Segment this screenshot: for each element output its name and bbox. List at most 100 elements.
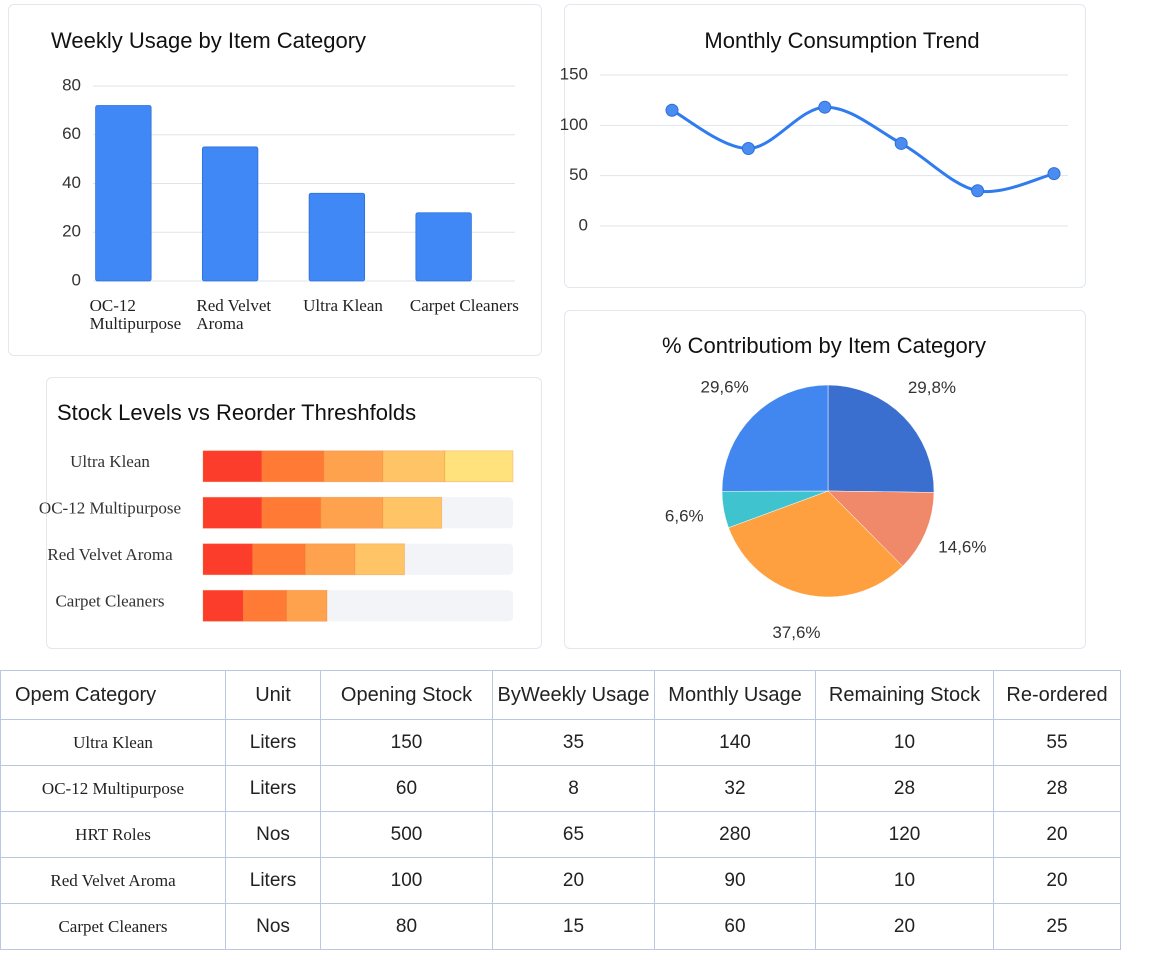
table-cell: Liters [225, 765, 321, 812]
bar-segment [261, 450, 325, 483]
y-tick-label: 0 [579, 215, 588, 234]
y-tick-label: 20 [62, 222, 81, 241]
x-tick-label: Ultra Klean [303, 296, 383, 315]
y-tick-label: 50 [569, 165, 588, 184]
point [665, 103, 679, 117]
table-cell: 20 [993, 811, 1121, 858]
bar-segment [382, 496, 443, 529]
bar [308, 192, 366, 282]
table-cell: Liters [225, 719, 321, 766]
y-tick-label: 60 [62, 124, 81, 143]
bar-segment [261, 496, 322, 529]
table-row: Ultra Klean Liters 150 35 140 10 55 [0, 719, 1121, 766]
table-cell: 28 [815, 765, 994, 812]
column-header: Opem Category [0, 670, 226, 720]
y-tick-label: 150 [560, 64, 588, 83]
chart-title: Stock Levels vs Reorder Threshfolds [57, 400, 417, 425]
data-label: 29,6% [701, 377, 749, 396]
y-tick-label: Ultra Klean [70, 452, 150, 471]
table-cell: 60 [654, 903, 816, 950]
table-cell: 140 [654, 719, 816, 766]
table-cell: 28 [993, 765, 1121, 812]
table-cell: 20 [492, 857, 655, 904]
header-row: Opem Category Unit Opening Stock ByWeekly U… [0, 670, 1121, 720]
column-header: Unit [225, 670, 321, 720]
bar-segment [354, 543, 405, 576]
bar [95, 105, 152, 282]
x-tick-label: Carpet Cleaners [409, 296, 519, 315]
bar-segment [320, 496, 384, 529]
bar-segment [202, 589, 244, 622]
y-tick-label: Red Velvet Aroma [47, 545, 173, 564]
table-cell: 150 [320, 719, 493, 766]
table-cell: 55 [993, 719, 1121, 766]
table-cell: OC-12 Multipurpose [0, 765, 226, 812]
point [741, 141, 755, 155]
table-cell: Red Velvet Aroma [0, 857, 226, 904]
data-label: 14,6% [938, 538, 986, 557]
table-cell: 20 [815, 903, 994, 950]
table-cell: 500 [320, 811, 493, 858]
y-tick-label: 0 [72, 270, 81, 289]
y-tick-label: OC-12 Multipurpose [39, 499, 181, 518]
table-row: HRT Roles Nos 500 65 280 120 20 [0, 811, 1121, 858]
x-tick-label: OC-12 Multipurpose [89, 296, 182, 333]
table-cell: 32 [654, 765, 816, 812]
bar-segment [242, 589, 288, 622]
point [971, 184, 985, 198]
table-cell: 8 [492, 765, 655, 812]
table-cell: Liters [225, 857, 321, 904]
data-label: 6,6% [665, 506, 704, 525]
bar-segment [202, 543, 253, 576]
point [818, 100, 832, 114]
chart-title: Monthly Consumption Trend [704, 28, 980, 53]
y-tick-label: 100 [560, 115, 588, 134]
bar-segment [323, 450, 384, 483]
line-panel [564, 4, 1086, 288]
column-header: Re-ordered [993, 670, 1121, 720]
table-cell: 65 [492, 811, 655, 858]
charts: 0 20 40 60 80 0 50 100 150 Ultra Klean OC-12 Multi… [39, 64, 1068, 642]
table-cell: 25 [993, 903, 1121, 950]
pie-slice [827, 384, 935, 493]
bar-segment [444, 450, 514, 483]
point [1047, 167, 1061, 181]
y-tick-label: Carpet Cleaners [55, 592, 164, 611]
table-cell: 280 [654, 811, 816, 858]
table-cell: 60 [320, 765, 493, 812]
table-cell: Nos [225, 903, 321, 950]
bar [201, 146, 259, 282]
table-cell: 20 [993, 857, 1121, 904]
table-cell: Ultra Klean [0, 719, 226, 766]
table-row: OC-12 Multipurpose Liters 60 8 32 28 28 [0, 765, 1121, 812]
x-tick-label: Red Velvet Aroma [196, 296, 272, 333]
column-header: Remaining Stock [815, 670, 994, 720]
table-cell: 35 [492, 719, 655, 766]
column-header: Monthly Usage [654, 670, 816, 720]
bar-segment [252, 543, 306, 576]
table-cell: 10 [815, 857, 994, 904]
table-row: Carpet Cleaners Nos 80 15 60 20 25 [0, 903, 1121, 950]
table-cell: 80 [320, 903, 493, 950]
pie-slice [721, 384, 829, 492]
table-cell: Carpet Cleaners [0, 903, 226, 950]
table-cell: 10 [815, 719, 994, 766]
pie-slice [728, 490, 904, 598]
table-cell: 100 [320, 857, 493, 904]
chart-title: % Contributiom by Item Category [661, 333, 987, 358]
bar-segment [202, 496, 263, 529]
bar-segment [202, 450, 263, 483]
data-label: 29,8% [908, 378, 956, 397]
table-cell: Nos [225, 811, 321, 858]
table-cell: 90 [654, 857, 816, 904]
point [894, 136, 908, 150]
y-tick-label: 80 [62, 75, 81, 94]
table-cell: 15 [492, 903, 655, 950]
chart-title: Weekly Usage by Item Category [51, 28, 367, 53]
bar-segment [382, 450, 446, 483]
column-header: Opening Stock [320, 670, 493, 720]
data-label: 37,6% [772, 623, 820, 642]
stock-table: Opem Category Unit Opening Stock ByWeekly U… [0, 670, 1121, 950]
bar-segment [304, 543, 356, 576]
